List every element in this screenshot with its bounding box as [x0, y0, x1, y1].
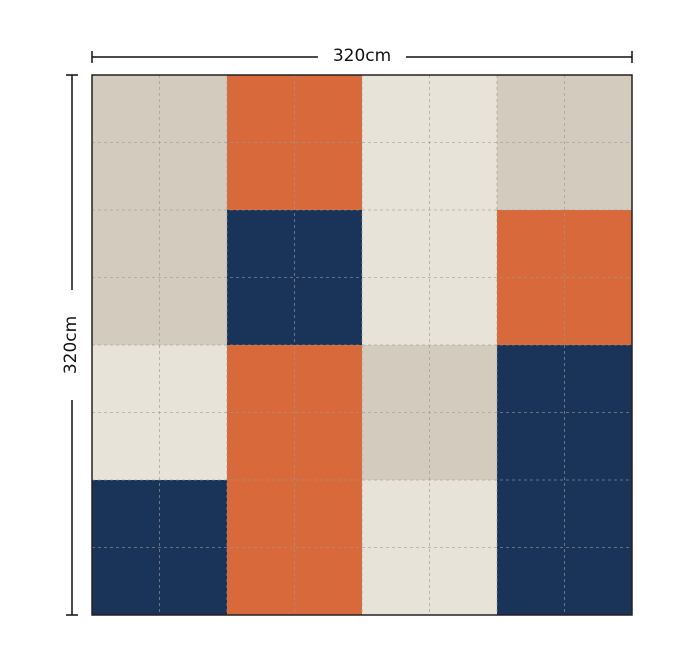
height-label: 320cm	[61, 316, 81, 374]
tile-block	[497, 210, 633, 346]
tile-block	[497, 480, 633, 616]
tile-grid	[91, 74, 633, 616]
tile-block	[227, 210, 363, 346]
width-label: 320cm	[333, 46, 391, 66]
width-dimension	[91, 51, 633, 63]
carpet-border	[91, 74, 633, 616]
tile-block	[227, 480, 363, 616]
height-dimension	[66, 74, 78, 616]
